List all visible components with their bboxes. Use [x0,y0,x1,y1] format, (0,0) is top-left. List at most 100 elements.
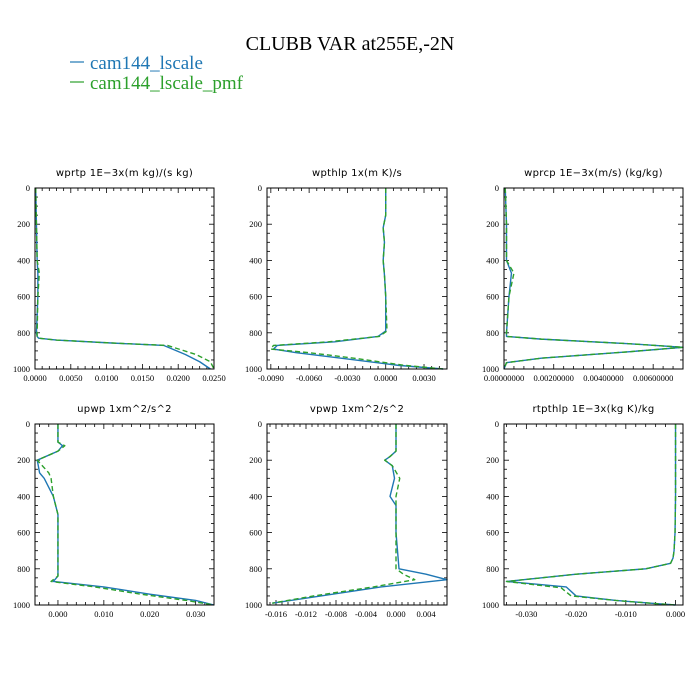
y-tick-label: 800 [486,328,499,338]
y-tick-label: 200 [486,219,499,229]
panel-2: wprcp 1E−3x(m/s) (kg/kg) 0 200 400 600 800 100… [482,168,684,383]
x-tick-label: -0.020 [565,609,587,619]
y-tick-label: 600 [249,528,262,538]
plot-frame [266,187,448,370]
x-tick-label: -0.0060 [296,373,322,383]
x-tick-label: 0.000 [666,609,685,619]
series-line-cam144-lscale-pmf [272,424,416,604]
y-tick-label: 200 [249,455,262,465]
panel-0: wprtp 1E−3x(m kg)/(s kg) 0 200 400 600 800 100… [13,168,226,383]
x-tick-label: 0.0030 [412,373,435,383]
x-tick-label: -0.008 [325,609,347,619]
y-tick-label: 1000 [13,364,30,374]
panel-title: wprtp 1E−3x(m kg)/(s kg) [56,168,193,179]
panel-title: wpthlp 1x(m K)/s [312,168,402,179]
y-tick-label: 400 [249,255,262,265]
y-tick-label: 400 [486,255,499,265]
x-tick-label: 0.0150 [131,373,154,383]
series-line-cam144-lscale [505,424,677,606]
y-tick-label: 600 [17,528,30,538]
y-tick-label: 1000 [482,364,499,374]
x-tick-label: -0.0030 [334,373,360,383]
series-line-cam144-lscale [503,187,684,370]
y-tick-label: 200 [249,219,262,229]
series-line-cam144-lscale [272,188,444,370]
x-tick-label: 0.00600000 [633,373,673,383]
series-line-cam144-lscale-pmf [36,424,215,606]
series-line-cam144-lscale-pmf [35,187,215,370]
y-tick-label: 600 [249,292,262,302]
y-tick-label: 0 [26,419,30,429]
y-tick-label: 400 [17,255,30,265]
y-tick-label: 600 [486,528,499,538]
y-tick-label: 1000 [482,600,499,610]
y-tick-label: 1000 [13,600,30,610]
panels-group: wprtp 1E−3x(m kg)/(s kg) 0 200 400 600 800 100… [13,168,685,619]
y-tick-label: 600 [486,292,499,302]
x-tick-label: -0.012 [295,609,317,619]
x-tick-label: 0.0200 [167,373,190,383]
series-line-cam144-lscale-pmf [505,424,677,606]
panel-4: vpwp 1xm^2/s^2 0 200 400 600 800 1000-0.016 -0.… [245,404,448,619]
y-tick-label: 0 [258,183,262,193]
y-tick-label: 0 [495,419,499,429]
y-tick-label: 200 [17,455,30,465]
series-line-cam144-lscale-pmf [503,187,684,370]
x-tick-label: 0.0000 [374,373,397,383]
series-line-cam144-lscale [35,187,211,370]
legend-label-cam144-lscale-pmf: cam144_lscale_pmf [90,73,244,94]
plot-frame [503,423,684,606]
y-tick-label: 600 [17,292,30,302]
y-tick-label: 400 [486,491,499,501]
x-tick-label: 0.00200000 [534,373,574,383]
plot-frame [266,423,448,606]
y-tick-label: 1000 [245,364,262,374]
panel-3: upwp 1xm^2/s^2 0 200 400 600 800 1000 0.000 0.01… [13,404,215,619]
y-tick-label: 200 [486,455,499,465]
y-tick-label: 800 [249,328,262,338]
y-tick-label: 800 [486,564,499,574]
x-tick-label: 0.0100 [95,373,118,383]
panel-1: wpthlp 1x(m K)/s 0 200 400 600 800 1000-0.0090… [245,168,448,383]
figure-title: CLUBB VAR at255E,-2N [246,33,455,55]
x-tick-label: 0.0050 [59,373,82,383]
x-tick-label: 0.020 [140,609,159,619]
x-tick-label: -0.016 [265,609,287,619]
x-tick-label: 0.030 [186,609,205,619]
x-tick-label: 0.000 [386,609,405,619]
panel-title: vpwp 1xm^2/s^2 [310,404,404,415]
plot-frame [503,187,684,370]
x-tick-label: -0.004 [355,609,378,619]
y-tick-label: 800 [17,328,30,338]
panel-5: rtpthlp 1E−3x(kg K)/kg 0 200 400 600 800 1000 -… [482,404,685,619]
plot-frame [34,187,215,370]
x-tick-label: -0.0090 [258,373,284,383]
y-tick-label: 800 [249,564,262,574]
y-tick-label: 0 [26,183,30,193]
x-tick-label: 0.010 [94,609,113,619]
x-tick-label: 0.0250 [202,373,225,383]
x-tick-label: 0.00000000 [484,373,524,383]
y-tick-label: 1000 [245,600,262,610]
panel-title: rtpthlp 1E−3x(kg K)/kg [532,404,654,415]
x-tick-label: 0.0000 [23,373,46,383]
x-tick-label: 0.000 [48,609,67,619]
x-tick-label: -0.010 [615,609,637,619]
panel-title: wprcp 1E−3x(m/s) (kg/kg) [524,168,663,179]
series-line-cam144-lscale [36,424,215,606]
series-line-cam144-lscale [272,424,448,604]
x-tick-label: -0.030 [515,609,537,619]
x-tick-label: 0.004 [416,609,436,619]
y-tick-label: 400 [249,491,262,501]
series-line-cam144-lscale-pmf [270,188,444,370]
plot-frame [34,423,215,606]
y-tick-label: 200 [17,219,30,229]
y-tick-label: 0 [495,183,499,193]
x-tick-label: 0.00400000 [583,373,623,383]
legend: cam144_lscale cam144_lscale_pmf [70,53,244,94]
y-tick-label: 400 [17,491,30,501]
panel-title: upwp 1xm^2/s^2 [77,404,172,415]
y-tick-label: 800 [17,564,30,574]
y-tick-label: 0 [258,419,262,429]
